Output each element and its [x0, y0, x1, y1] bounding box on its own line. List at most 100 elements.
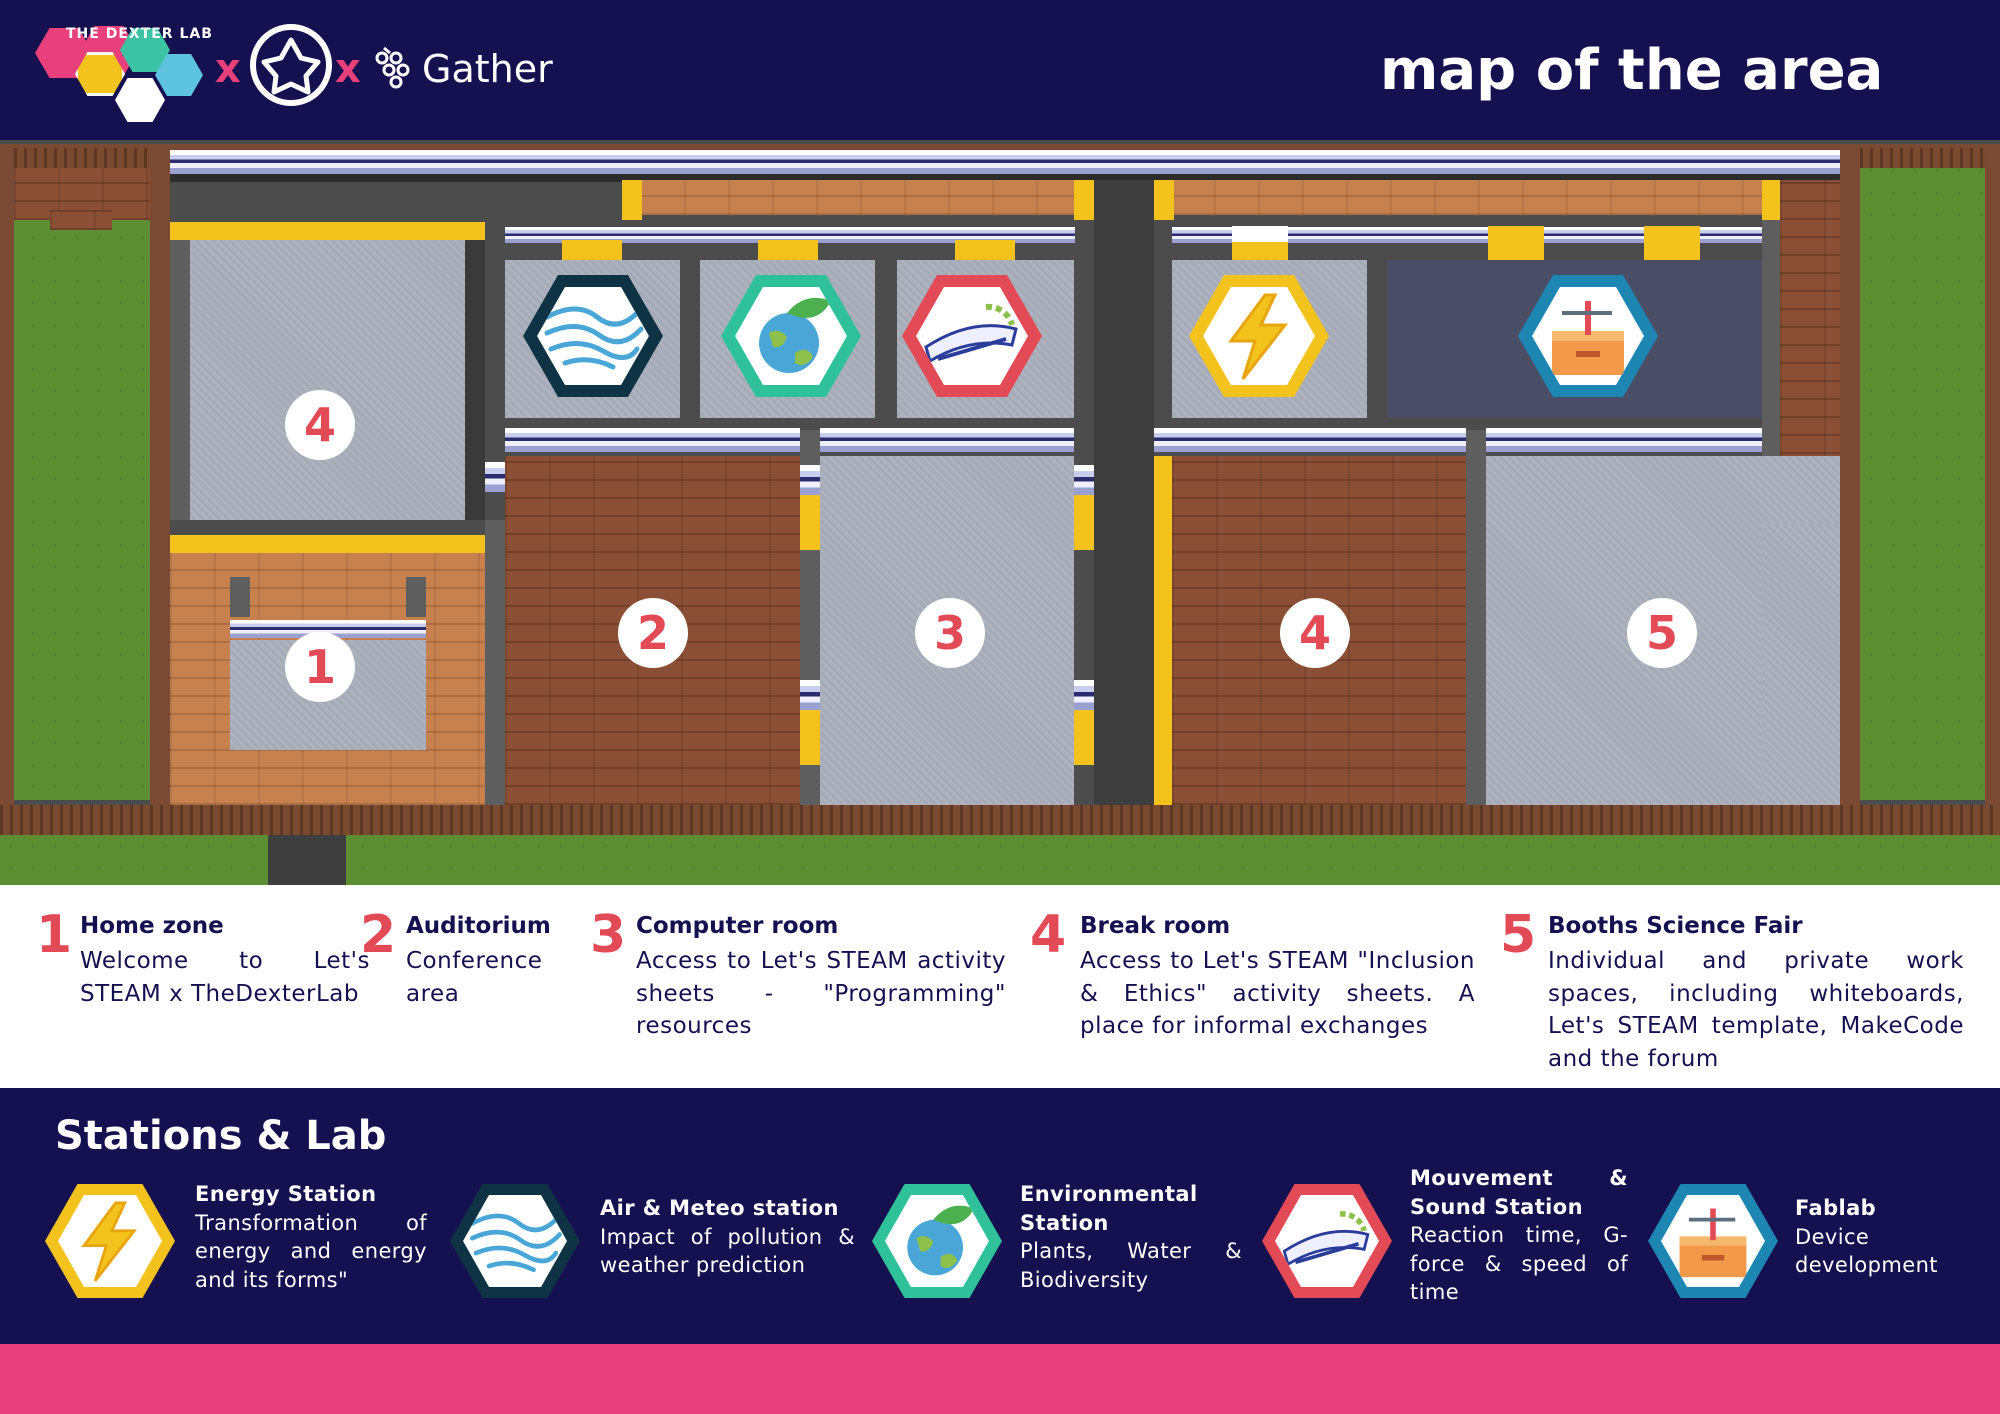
- room-marker-auditorium[interactable]: 2: [618, 598, 688, 668]
- auditorium-floor: [505, 456, 800, 805]
- wall: [1154, 428, 1466, 452]
- legend-description: Individual and private work spaces, incl…: [1548, 948, 1964, 1072]
- legend-title: Booths Science Fair: [1548, 913, 1803, 939]
- wall: [800, 680, 820, 710]
- legend-title: Auditorium: [406, 913, 551, 939]
- area-map: 4 1 2 3 4 5: [0, 140, 2000, 885]
- legend-description: Welcome to Let's STEAM x TheDexterLab: [80, 948, 370, 1007]
- legend-title: Computer room: [636, 913, 839, 939]
- station-mouvement-sound-badge: [1262, 1184, 1392, 1298]
- dirt-top-left: [14, 148, 150, 168]
- room-marker-break-room[interactable]: 4: [1280, 598, 1350, 668]
- air-meteo-station-icon: [544, 306, 644, 370]
- wall: [800, 465, 820, 495]
- station-title: Air & Meteo station: [600, 1196, 839, 1220]
- door-strip: [800, 495, 820, 550]
- entrance-path: [268, 835, 346, 885]
- map-fablab[interactable]: [1518, 275, 1658, 397]
- legend-description: Conference area: [406, 948, 543, 1007]
- top-floor-strip: [1170, 180, 1780, 215]
- room-marker-science-fair[interactable]: 5: [1627, 598, 1697, 668]
- station-air-meteo-text: Air & Meteo station Impact of pollution …: [600, 1194, 855, 1280]
- legend-number: 3: [590, 905, 627, 965]
- wall: [1762, 220, 1780, 490]
- break-room-floor: [1172, 456, 1466, 805]
- grass-right: [1860, 160, 2000, 800]
- energy-station-icon: [1228, 293, 1289, 380]
- wall: [1486, 428, 1762, 452]
- door-strip: [170, 222, 485, 240]
- door-strip: [1488, 226, 1544, 260]
- station-title: Fablab: [1795, 1196, 1877, 1220]
- door-strip: [1074, 710, 1094, 765]
- door-strip: [1232, 226, 1288, 242]
- legend-number: 1: [36, 905, 73, 965]
- station-environmental-badge: [872, 1184, 1002, 1298]
- station-energy-badge: [45, 1184, 175, 1298]
- door-strip: [562, 240, 622, 260]
- room-marker-computer-room[interactable]: 3: [915, 598, 985, 668]
- environmental-station-icon: [907, 1205, 975, 1276]
- door-strip: [1154, 180, 1174, 220]
- wall: [230, 577, 250, 617]
- door-strip: [1074, 180, 1094, 220]
- left-building-roof: [50, 210, 112, 230]
- map-air-meteo-station[interactable]: [523, 275, 663, 397]
- stations-title: Stations & Lab: [55, 1113, 387, 1159]
- north-wall-shadow: [170, 174, 1840, 182]
- wall: [505, 428, 800, 452]
- map-environmental-station[interactable]: [721, 275, 861, 397]
- wall: [485, 520, 505, 805]
- wall: [485, 462, 505, 492]
- central-corridor: [1094, 180, 1154, 805]
- letssteam-logo: [250, 24, 332, 106]
- energy-station-icon: [81, 1201, 137, 1282]
- wall: [1074, 680, 1094, 710]
- logo-separator-x: x: [335, 46, 361, 92]
- station-air-meteo-badge: [450, 1184, 580, 1298]
- lounge-area-carpet: [190, 240, 465, 520]
- mouvement-sound-station-icon: [924, 303, 1018, 364]
- dexterlab-logo-text: THE DEXTER LAB: [66, 26, 213, 42]
- station-environmental-text: Environmental Station Plants, Water & Bi…: [1020, 1180, 1242, 1294]
- top-floor-strip: [640, 180, 1080, 215]
- door-strip: [170, 535, 485, 553]
- fence-right: [1840, 144, 1860, 814]
- station-fablab-text: Fablab Device development: [1795, 1194, 1975, 1280]
- station-title: Energy Station: [195, 1182, 377, 1206]
- page-title: map of the area: [1380, 38, 1884, 103]
- grass-left: [0, 160, 170, 800]
- gather-grapes-icon: [375, 46, 410, 89]
- station-description: Reaction time, G-force & speed of time: [1410, 1223, 1628, 1304]
- fence-right-outer: [1985, 144, 2000, 814]
- fence-left: [0, 144, 14, 814]
- fablab-icon: [1552, 301, 1624, 375]
- map-mouvement-sound-station[interactable]: [902, 275, 1042, 397]
- legend-number: 2: [360, 905, 397, 965]
- wall: [820, 428, 1074, 452]
- dirt-top-right: [1860, 148, 1985, 168]
- room-marker-home-zone[interactable]: 1: [285, 632, 355, 702]
- dexterlab-logo-hex: [155, 54, 203, 96]
- map-energy-station[interactable]: [1189, 275, 1329, 397]
- science-fair-carpet: [1762, 524, 1840, 805]
- station-mouvement-sound-text: Mouvement & Sound Station Reaction time,…: [1410, 1164, 1628, 1307]
- wall: [1466, 430, 1486, 805]
- flower-icon: [261, 37, 321, 95]
- station-title: Mouvement & Sound Station: [1410, 1166, 1628, 1219]
- room-marker-lounge[interactable]: 4: [285, 390, 355, 460]
- legend-description: Access to Let's STEAM "Inclusion & Ethic…: [1080, 948, 1475, 1039]
- door-strip: [1074, 495, 1094, 550]
- door-strip: [1762, 180, 1782, 220]
- room-legend: 1 Home zone Welcome to Let's STEAM x The…: [0, 885, 2000, 1088]
- dexterlab-logo-hex: [115, 78, 165, 122]
- door-strip: [1644, 226, 1700, 260]
- partner-logos: THE DEXTER LAB x x Gather: [30, 22, 590, 122]
- station-description: Transformation of energy and energy and …: [195, 1210, 427, 1292]
- side-room-floor: [1780, 180, 1840, 490]
- mouvement-sound-station-icon: [1282, 1211, 1370, 1267]
- legend-title: Break room: [1080, 913, 1231, 939]
- bottom-border: [0, 805, 2000, 835]
- footer-bar: [0, 1344, 2000, 1414]
- station-description: Impact of pollution & weather prediction: [600, 1224, 855, 1278]
